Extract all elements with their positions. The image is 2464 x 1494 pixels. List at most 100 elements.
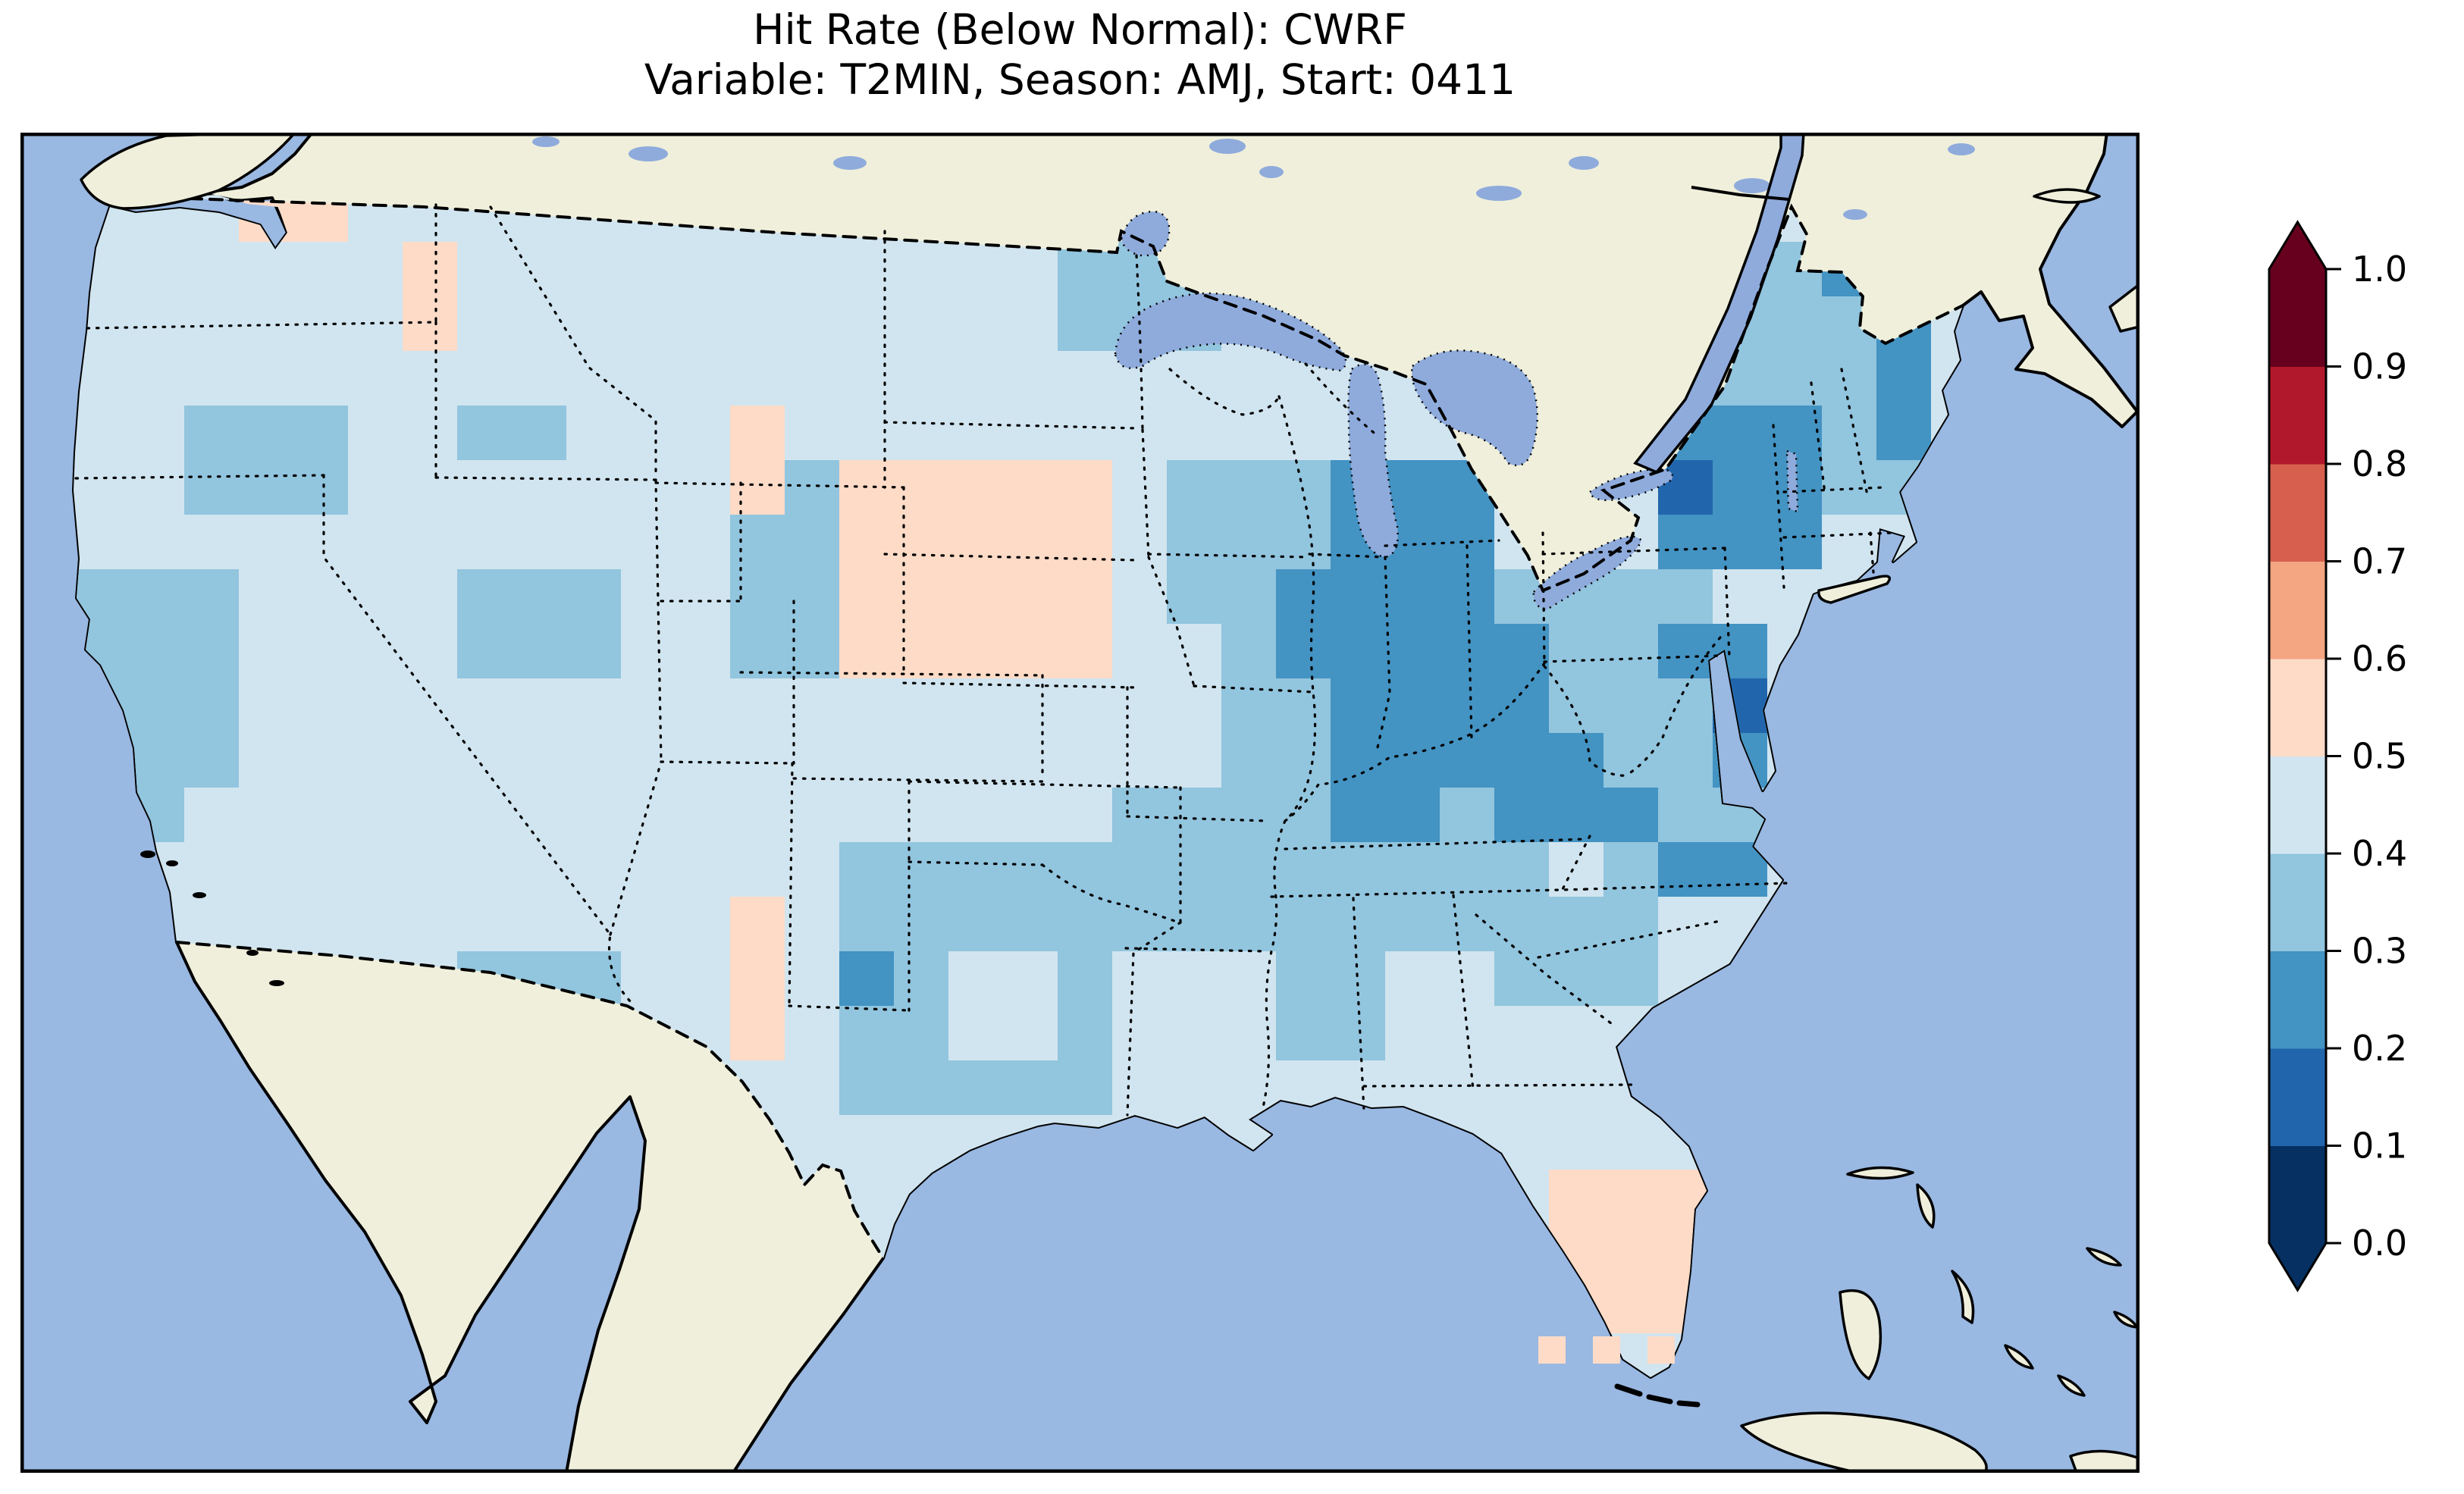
state-border-line <box>1625 636 1722 777</box>
channel-islands <box>140 850 284 986</box>
state-border-line <box>1284 838 1587 850</box>
state-borders <box>74 203 1893 1117</box>
lake-superior <box>1114 292 1347 372</box>
hit-rate-cell-chesapeake <box>1658 624 1713 678</box>
state-border-line <box>322 474 633 1004</box>
state-border-line <box>1840 368 1869 496</box>
offshore-hit-rate-cell <box>1538 1336 1566 1364</box>
long-island <box>1817 575 1892 604</box>
hit-rate-cell-nevada-patches <box>457 569 621 678</box>
colorbar-tick-label: 0.0 <box>2352 1223 2407 1264</box>
vancouver-island <box>80 133 296 210</box>
colorbar-tick-label: 0.3 <box>2352 931 2407 972</box>
state-border-line <box>1304 362 1379 437</box>
colorbar-extend-arrow-top <box>2269 222 2326 269</box>
hit-rate-cell-mississippi-alabama <box>1276 951 1385 1060</box>
colorbar-bin <box>2269 756 2326 854</box>
state-border-line <box>1261 395 1317 1112</box>
colorbar-tick-label: 0.6 <box>2352 638 2407 679</box>
map-frame <box>20 133 2140 1473</box>
hit-rate-cell-coastal-north-carolina <box>1658 842 1767 897</box>
colorbar-bin <box>2269 269 2326 367</box>
state-border-line <box>1541 547 1726 556</box>
lake-huron <box>1411 349 1538 467</box>
state-border-line <box>74 474 325 480</box>
canada-us-border <box>168 196 1964 593</box>
colorbar-bin <box>2269 1145 2326 1244</box>
lake-champlain <box>1785 449 1799 513</box>
great-lakes <box>1114 210 1799 612</box>
mexico-us-border <box>175 941 885 1260</box>
state-border-line <box>792 777 1044 783</box>
hit-rate-cell-central-oregon <box>184 406 348 515</box>
state-border-line <box>1135 254 1144 431</box>
state-border-line <box>1452 894 1475 1091</box>
state-border-line <box>1384 539 1500 547</box>
state-border-line <box>1537 919 1722 959</box>
state-border-line <box>1475 913 1616 1027</box>
colorbar: 1.0 0.9 0.8 0.7 0.6 0.5 0.4 0.3 0.2 0.1 0.0 <box>2268 220 2407 1292</box>
hit-rate-cell-oklahoma-interior-pocket <box>948 951 1058 1060</box>
title-line-1: Hit Rate (Below Normal): CWRF <box>753 5 1407 54</box>
state-border-line <box>908 780 1182 789</box>
state-border-line <box>739 671 1044 677</box>
state-border-line <box>883 421 1138 430</box>
colorbar-tick-label: 1.0 <box>2352 249 2407 290</box>
state-border-line <box>1352 897 1365 1112</box>
colorbar-bin <box>2269 659 2326 756</box>
state-border-line <box>1124 947 1267 953</box>
colorbar-bin <box>2269 464 2326 562</box>
state-border-line <box>1584 882 1792 891</box>
state-border-line <box>1466 544 1473 741</box>
offshore-hit-rate-cell <box>1647 1336 1675 1364</box>
state-border-line <box>1782 486 1886 493</box>
state-border-line <box>902 681 1138 689</box>
state-border-line <box>1810 381 1826 495</box>
offshore-hit-rate-cell <box>1593 1336 1620 1364</box>
lake-erie <box>1532 535 1643 612</box>
colorbar-tick-label: 0.1 <box>2352 1126 2407 1167</box>
state-border-line <box>86 321 437 330</box>
title-line-2: Variable: T2MIN, Season: AMJ, Start: 041… <box>644 55 1516 104</box>
hit-rate-cell-kentucky-tongue <box>1331 788 1440 842</box>
state-border-line <box>1543 654 1722 663</box>
figure-title: Hit Rate (Below Normal): CWRF Variable: … <box>20 5 2140 105</box>
cape-breton-island <box>2108 283 2140 333</box>
state-border-line <box>788 1004 911 1012</box>
hit-rate-cell-georgia-carolinas <box>1494 897 1658 1006</box>
hit-rate-cell-east-new-mexico <box>730 897 785 1060</box>
hit-rate-cell-nevada-patches <box>457 406 566 460</box>
colorbar-tick-label: 0.8 <box>2352 443 2407 484</box>
colorbar-bin <box>2269 853 2326 951</box>
state-border-line <box>1772 424 1785 589</box>
lake-michigan <box>1347 363 1399 559</box>
state-border-line <box>1141 428 1150 559</box>
state-border-line <box>654 481 905 489</box>
colorbar-bin <box>2269 366 2326 465</box>
state-border-line <box>1869 531 1875 574</box>
lake-ontario <box>1588 468 1674 502</box>
colorbar-tick-label: 0.4 <box>2352 833 2407 874</box>
hit-rate-cell-red-river-texas <box>839 951 894 1006</box>
colorbar-tick-label: 0.7 <box>2352 541 2407 582</box>
state-border-line <box>1782 531 1893 539</box>
cuba <box>1740 1411 1988 1473</box>
state-border-line <box>1126 921 1182 1117</box>
state-border-line <box>660 760 795 765</box>
state-border-line <box>908 860 1044 866</box>
state-border-line <box>1147 556 1196 687</box>
hit-rate-cell-idaho-montana-border <box>403 242 457 351</box>
state-border-line <box>788 762 794 1010</box>
lake-of-the-woods <box>1120 210 1171 257</box>
state-border-line <box>1041 863 1180 924</box>
colorbar-tick-label: 0.9 <box>2352 346 2407 387</box>
state-border-line <box>1723 547 1731 659</box>
hit-rate-cell-minnesota-iowa <box>839 460 1112 678</box>
state-border-line <box>1147 553 1311 559</box>
state-border-line <box>883 553 1138 562</box>
state-border-line <box>1193 684 1315 694</box>
bahamas-islands <box>1839 1166 2139 1397</box>
state-border-line <box>1126 815 1268 822</box>
state-border-line <box>1543 665 1628 777</box>
state-border-line <box>654 478 663 763</box>
